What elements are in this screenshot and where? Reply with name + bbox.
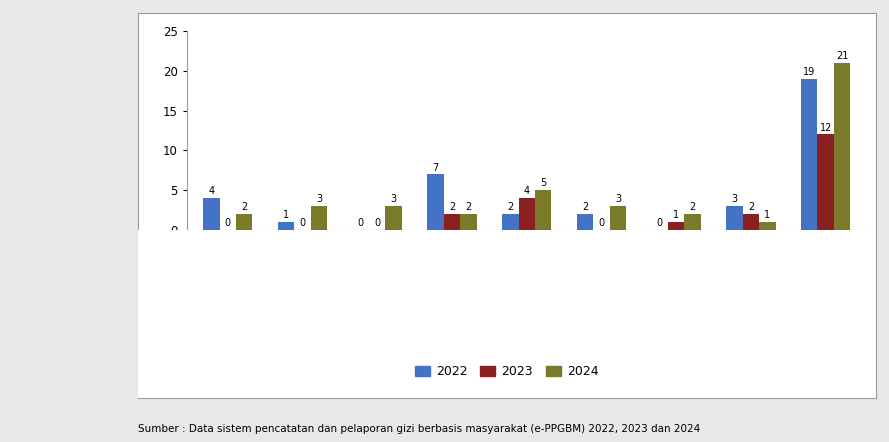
Text: 2: 2 bbox=[748, 202, 754, 212]
Bar bbox=[386, 206, 402, 230]
Text: 1: 1 bbox=[765, 210, 771, 220]
Bar bbox=[834, 63, 851, 230]
Text: 0: 0 bbox=[657, 218, 663, 228]
Bar bbox=[818, 134, 834, 230]
Text: 1: 1 bbox=[283, 210, 289, 220]
Text: 3: 3 bbox=[732, 194, 738, 204]
Text: SUNGAI PIYAI: SUNGAI PIYAI bbox=[622, 329, 677, 383]
Text: 0: 0 bbox=[225, 218, 231, 228]
Text: SAPAT: SAPAT bbox=[498, 329, 526, 358]
Bar bbox=[502, 214, 518, 230]
Text: 2: 2 bbox=[690, 202, 696, 212]
Text: 2: 2 bbox=[465, 202, 471, 212]
Bar bbox=[610, 206, 626, 230]
Bar bbox=[278, 222, 294, 230]
Text: 3: 3 bbox=[316, 194, 322, 204]
Text: 2: 2 bbox=[241, 202, 247, 212]
Text: SUNGAI BULUH: SUNGAI BULUH bbox=[242, 329, 302, 390]
Text: TANJUNG LAJAU: TANJUNG LAJAU bbox=[165, 329, 228, 392]
Bar bbox=[311, 206, 327, 230]
Bar bbox=[801, 79, 818, 230]
Text: 7: 7 bbox=[432, 163, 438, 172]
Bar bbox=[742, 214, 759, 230]
Bar bbox=[685, 214, 701, 230]
Text: 0: 0 bbox=[300, 218, 306, 228]
Bar bbox=[236, 214, 252, 230]
Text: PERIGI RAJA: PERIGI RAJA bbox=[404, 329, 452, 378]
Bar bbox=[726, 206, 742, 230]
Text: 2: 2 bbox=[582, 202, 589, 212]
Text: 3: 3 bbox=[390, 194, 396, 204]
Text: 2: 2 bbox=[449, 202, 455, 212]
Text: 4: 4 bbox=[208, 187, 214, 196]
Text: Sumber : Data sistem pencatatan dan pelaporan gizi berbasis masyarakat (e-PPGBM): Sumber : Data sistem pencatatan dan pela… bbox=[138, 424, 700, 434]
Bar bbox=[461, 214, 477, 230]
Text: SUNGAI BELA: SUNGAI BELA bbox=[323, 329, 377, 384]
Text: 5: 5 bbox=[540, 179, 547, 188]
Bar bbox=[518, 198, 535, 230]
Text: KECAMATAN: KECAMATAN bbox=[775, 329, 826, 379]
Bar bbox=[444, 214, 461, 230]
Text: TELUK DALAM: TELUK DALAM bbox=[545, 329, 602, 386]
Text: 2: 2 bbox=[507, 202, 514, 212]
Bar bbox=[535, 190, 551, 230]
Text: 1: 1 bbox=[673, 210, 679, 220]
Text: 19: 19 bbox=[803, 67, 815, 77]
Text: TANJUNG MELAYU: TANJUNG MELAYU bbox=[681, 329, 751, 399]
Text: 3: 3 bbox=[615, 194, 621, 204]
Text: 0: 0 bbox=[598, 218, 605, 228]
Bar bbox=[759, 222, 775, 230]
Bar bbox=[577, 214, 593, 230]
Text: 12: 12 bbox=[820, 123, 832, 133]
Bar bbox=[428, 174, 444, 230]
Text: 0: 0 bbox=[374, 218, 380, 228]
Bar bbox=[668, 222, 685, 230]
Bar bbox=[203, 198, 220, 230]
Legend: 2022, 2023, 2024: 2022, 2023, 2024 bbox=[410, 360, 604, 383]
Text: 21: 21 bbox=[836, 51, 848, 61]
Text: 4: 4 bbox=[524, 187, 530, 196]
Text: 0: 0 bbox=[357, 218, 364, 228]
